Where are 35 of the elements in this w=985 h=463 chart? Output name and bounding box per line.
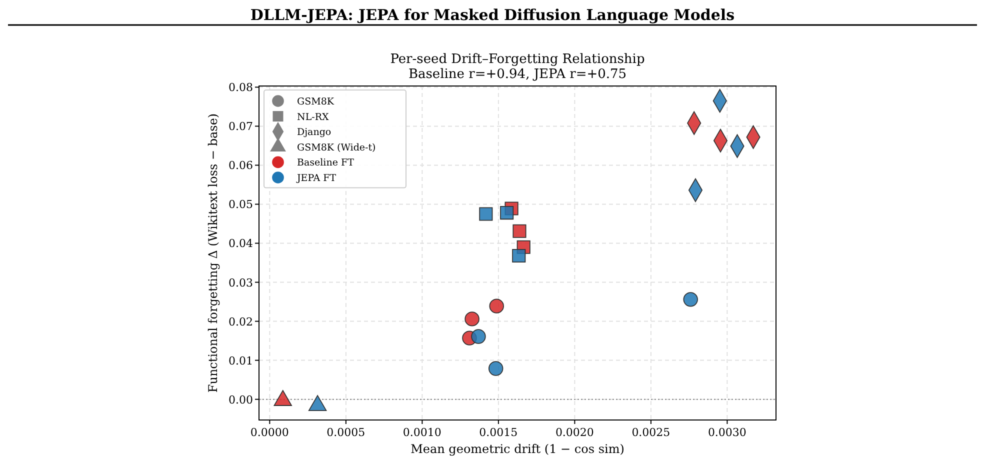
y-axis-title: Functional forgetting Δ (Wikitext loss − base): [206, 113, 220, 393]
annotation: GSM8K (Wide-t): [297, 142, 376, 154]
point: [512, 248, 526, 263]
y-tick-label: 0.05: [228, 198, 253, 212]
point: [489, 298, 504, 314]
x-tick-label: 0.0025: [632, 426, 670, 439]
legend-label: JEPA FT: [296, 173, 337, 184]
point: [471, 329, 486, 344]
x-tick-label: 0.0000: [250, 426, 289, 439]
chart-subtitle: Per-seed Drift–Forgetting Relationship Baseline r=+0.94, JEPA r=+0.75: [390, 52, 645, 82]
x-tick-label: 0.0015: [479, 426, 518, 439]
point: [488, 361, 504, 376]
point: [464, 312, 480, 326]
point: [500, 206, 514, 220]
legend-label: Baseline FT: [297, 158, 355, 169]
y-tick-label: 0.02: [228, 315, 253, 328]
annotation: GSM8K: [297, 96, 335, 108]
y-tick-label: 0.08: [228, 81, 253, 94]
point: [479, 207, 493, 221]
point: [512, 224, 526, 238]
y-tick-label: 0.01: [228, 354, 253, 368]
y-tick-label: 0.06: [228, 159, 253, 172]
y-tick-label: 0.03: [228, 276, 253, 290]
x-tick-label: 0.0020: [555, 426, 594, 439]
x-tick-label: 0.0030: [708, 426, 746, 439]
x-tick-label: 0.0005: [326, 426, 366, 439]
point: [683, 292, 698, 307]
y-tick-label: 0.00: [228, 393, 253, 406]
annotation: NL-RX: [297, 112, 329, 123]
x-tick-label: 0.0010: [402, 426, 442, 439]
y-tick-label: 0.04: [228, 237, 253, 250]
y-tick-label: 0.07: [228, 120, 253, 134]
chart-title: DLLM-JEPA: JEPA for Masked Diffusion Language Models: [250, 6, 735, 24]
x-axis-title: Mean geometric drift (1 − cos sim): [410, 442, 624, 456]
annotation: Django: [297, 127, 332, 138]
